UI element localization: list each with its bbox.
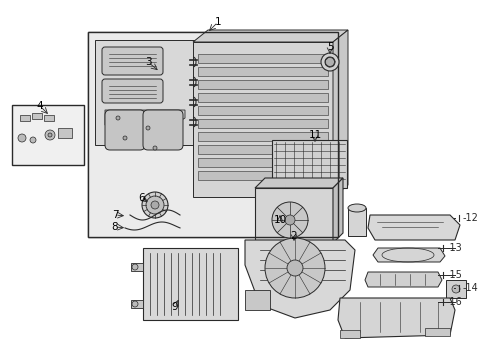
Polygon shape [424, 328, 449, 336]
Polygon shape [332, 30, 347, 197]
Text: 1: 1 [214, 17, 221, 27]
Text: 10: 10 [273, 215, 286, 225]
Circle shape [285, 215, 294, 225]
Circle shape [18, 134, 26, 142]
Circle shape [146, 126, 150, 130]
Polygon shape [95, 40, 195, 145]
Circle shape [153, 146, 157, 150]
Text: 3: 3 [144, 57, 151, 67]
Text: -16: -16 [446, 297, 462, 307]
FancyBboxPatch shape [102, 47, 163, 75]
Polygon shape [198, 158, 327, 167]
Polygon shape [88, 32, 337, 237]
Bar [271, 140, 346, 188]
Text: 2: 2 [290, 231, 297, 241]
Polygon shape [32, 113, 42, 119]
Polygon shape [193, 30, 347, 42]
Polygon shape [332, 178, 342, 243]
Circle shape [116, 116, 120, 120]
Polygon shape [254, 188, 332, 243]
Text: 5: 5 [326, 42, 333, 52]
Polygon shape [331, 140, 346, 155]
Polygon shape [364, 272, 441, 287]
Polygon shape [198, 54, 327, 63]
Ellipse shape [347, 204, 365, 212]
Text: -12: -12 [462, 213, 478, 223]
Circle shape [146, 196, 163, 214]
Polygon shape [337, 298, 454, 338]
Circle shape [142, 192, 168, 218]
Circle shape [45, 130, 55, 140]
Polygon shape [20, 115, 30, 121]
Circle shape [451, 285, 459, 293]
Polygon shape [198, 80, 327, 89]
Polygon shape [244, 290, 269, 310]
Circle shape [123, 136, 127, 140]
Circle shape [286, 260, 303, 276]
Polygon shape [367, 215, 459, 240]
Polygon shape [198, 93, 327, 102]
Polygon shape [372, 248, 444, 262]
Bar [347, 208, 365, 236]
Polygon shape [339, 330, 359, 338]
Text: 9: 9 [171, 302, 178, 312]
Circle shape [325, 57, 334, 67]
Bar [142, 248, 238, 320]
Text: -15: -15 [446, 270, 462, 280]
Circle shape [132, 264, 138, 270]
Text: -13: -13 [446, 243, 462, 253]
Polygon shape [198, 106, 327, 115]
Text: 8: 8 [111, 222, 118, 232]
Polygon shape [254, 178, 342, 188]
Bar [88, 32, 337, 237]
Circle shape [151, 201, 159, 209]
Text: 7: 7 [111, 210, 118, 220]
Text: 11: 11 [308, 130, 321, 140]
Circle shape [271, 202, 307, 238]
Polygon shape [198, 171, 327, 180]
Text: 4: 4 [37, 101, 43, 111]
Polygon shape [198, 67, 327, 76]
Circle shape [132, 301, 138, 307]
FancyBboxPatch shape [105, 110, 145, 150]
Polygon shape [193, 42, 332, 197]
Polygon shape [244, 240, 354, 318]
Text: -14: -14 [462, 283, 478, 293]
Bar [12, 105, 84, 165]
FancyBboxPatch shape [102, 79, 163, 103]
Bar [445, 280, 465, 298]
Bar [88, 32, 337, 237]
Circle shape [264, 238, 325, 298]
Polygon shape [131, 300, 142, 308]
Circle shape [30, 137, 36, 143]
Polygon shape [198, 132, 327, 141]
Circle shape [48, 133, 52, 137]
Polygon shape [131, 263, 142, 271]
Polygon shape [198, 119, 327, 128]
Polygon shape [44, 115, 54, 121]
Polygon shape [105, 110, 184, 130]
Polygon shape [198, 145, 327, 154]
Circle shape [320, 53, 338, 71]
FancyBboxPatch shape [142, 110, 183, 150]
Polygon shape [58, 128, 72, 138]
Text: 6: 6 [139, 193, 145, 203]
